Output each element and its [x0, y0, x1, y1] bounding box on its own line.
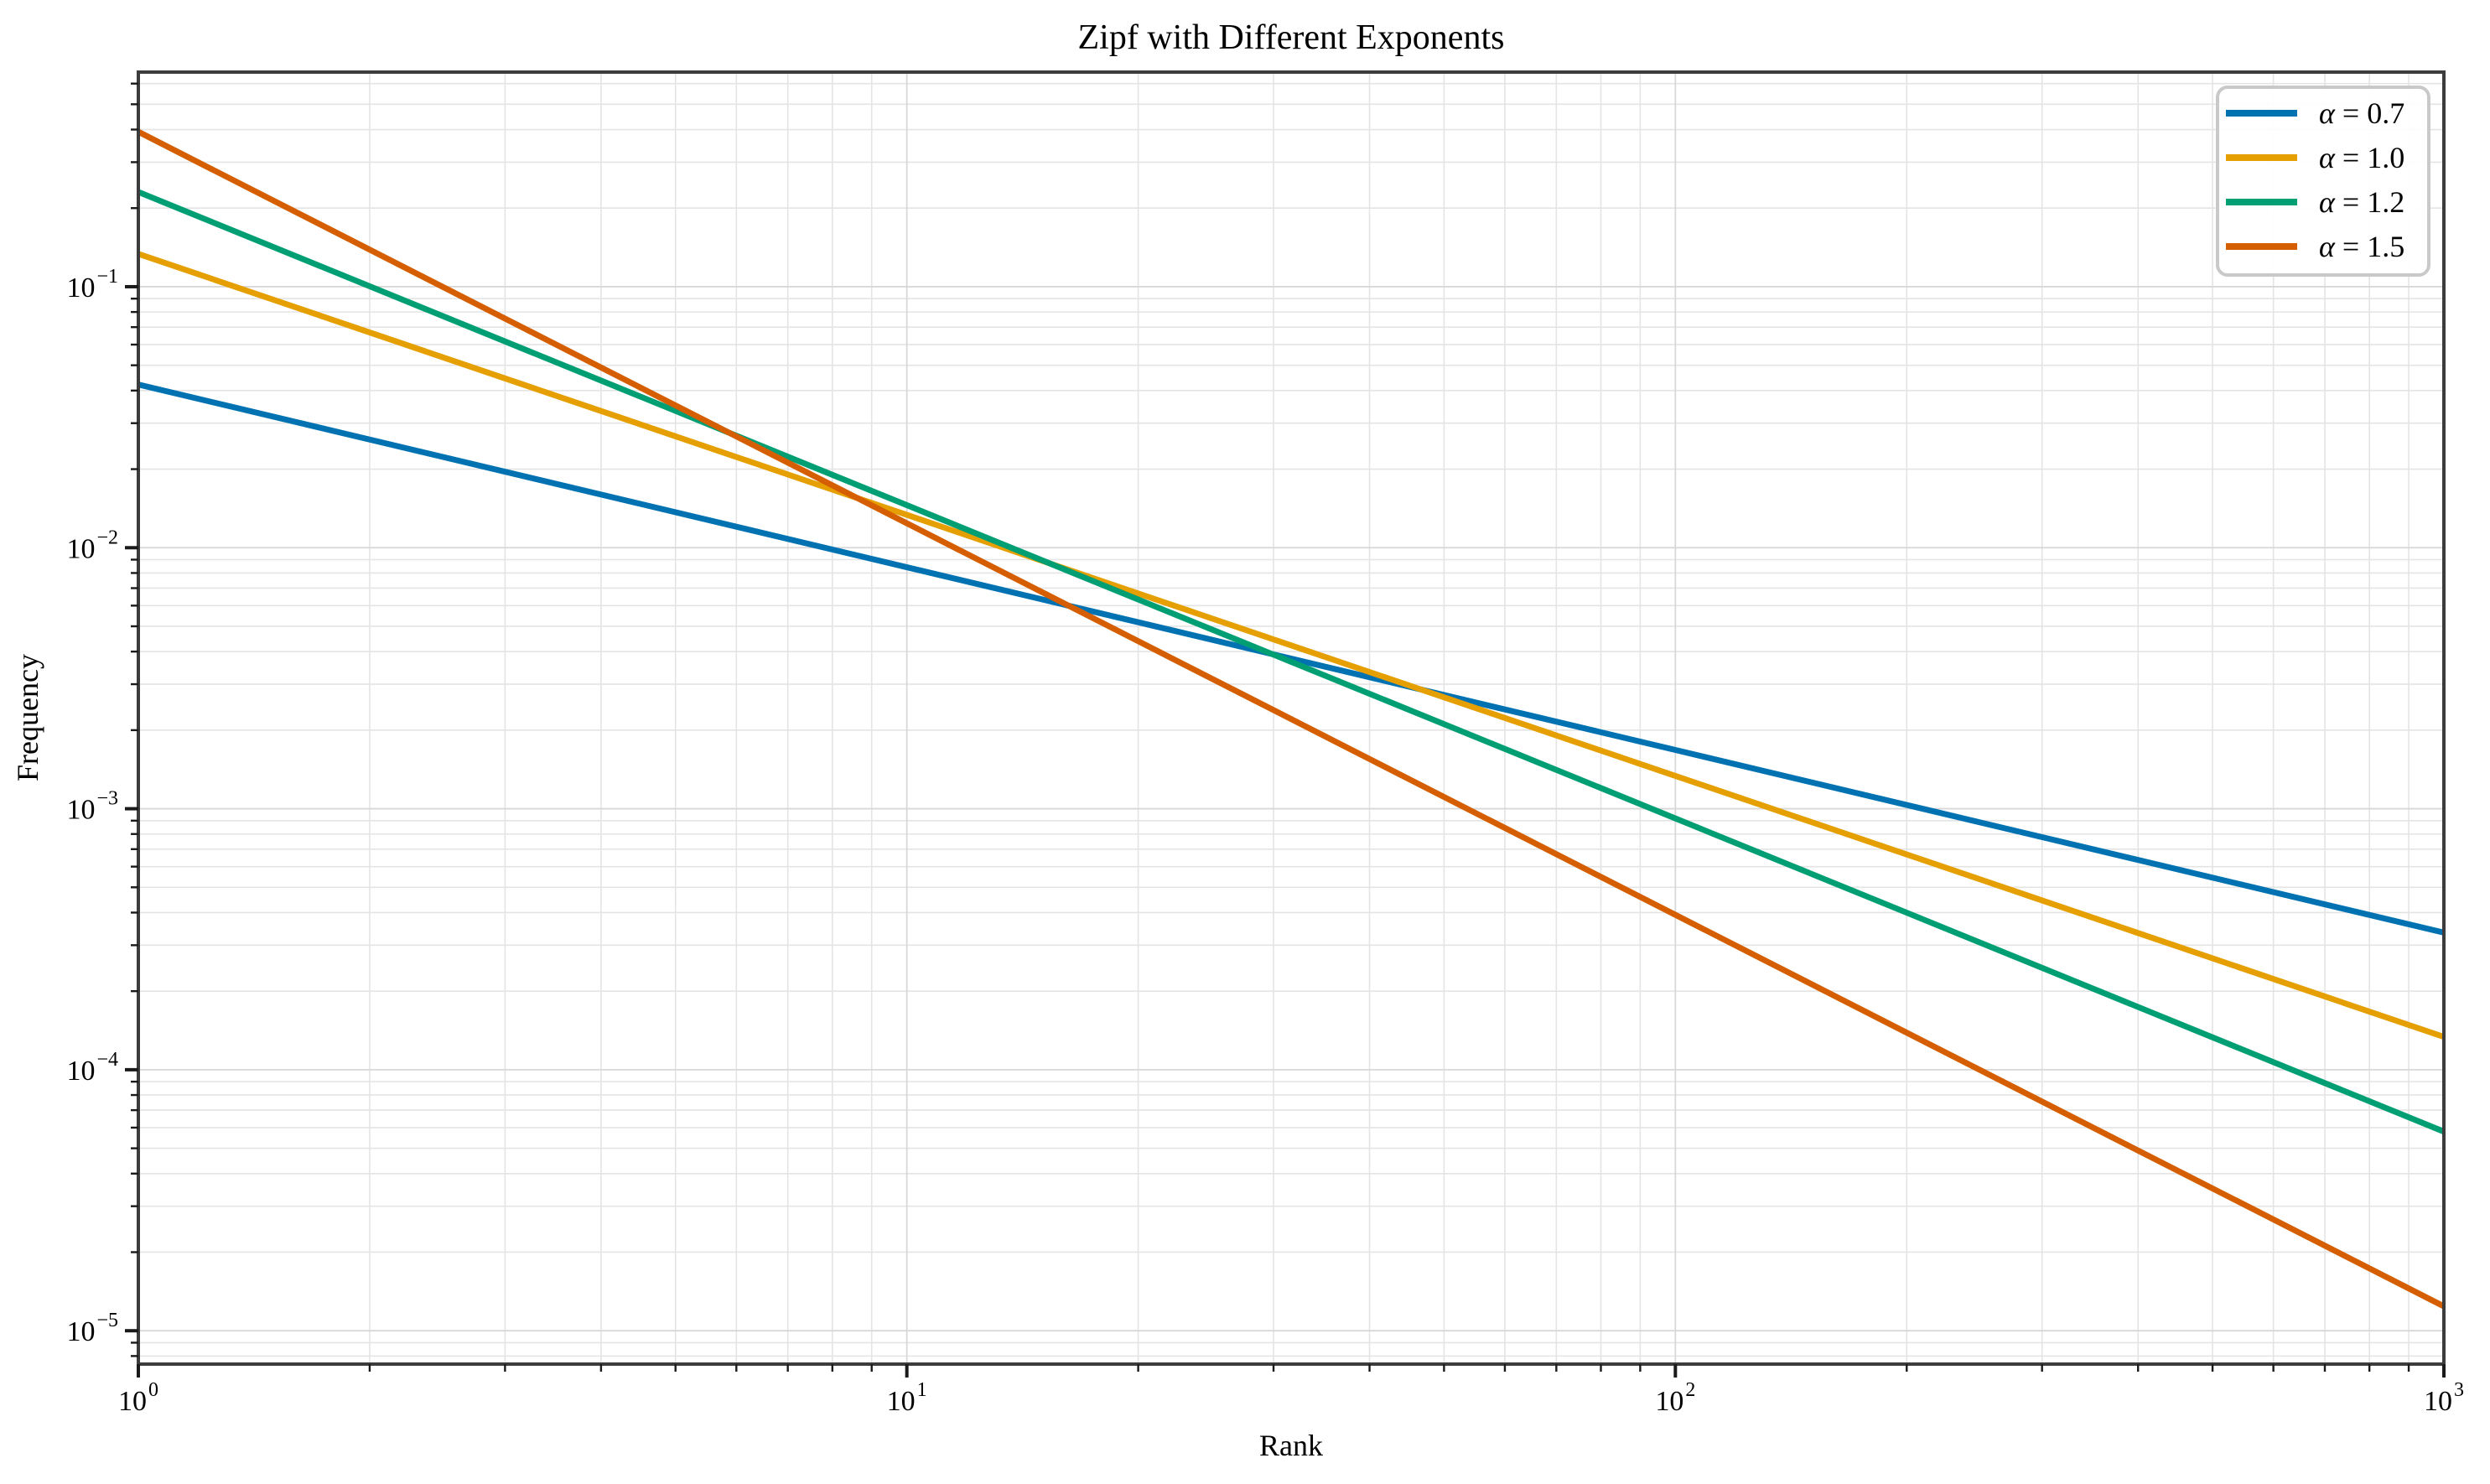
series-line-alpha-1.2	[138, 189, 2444, 1134]
x-axis-label: Rank	[1259, 1429, 1323, 1462]
legend-item: α = 1.2	[2226, 185, 2404, 219]
legend-box	[2216, 86, 2430, 277]
y-tick-label: 10−5	[66, 1310, 118, 1347]
legend-label: α = 1.0	[2319, 141, 2404, 174]
y-axis-label: Frequency	[11, 654, 44, 781]
axis-ticks	[125, 82, 2446, 1378]
y-tick-label: 10−2	[66, 527, 118, 564]
x-tick-label: 102	[1655, 1379, 1695, 1417]
series-line-alpha-1	[138, 251, 2444, 1040]
x-tick-label: 103	[2424, 1379, 2464, 1417]
y-tick-label: 10−3	[66, 788, 118, 826]
legend: α = 0.7 α = 1.0 α = 1.2 α = 1.5	[2216, 86, 2430, 277]
legend-item: α = 1.0	[2226, 141, 2404, 174]
series-line-alpha-0.7	[138, 381, 2444, 936]
legend-item: α = 0.7	[2226, 96, 2404, 130]
axis-tick-labels: 100 101 102 103 10−1 10−2 10−3 10−4 10−5	[66, 266, 2464, 1417]
legend-label: α = 1.5	[2319, 230, 2404, 263]
legend-label: α = 1.2	[2319, 185, 2404, 219]
y-tick-label: 10−4	[66, 1049, 118, 1087]
legend-label: α = 0.7	[2319, 96, 2404, 130]
x-tick-label: 101	[887, 1379, 927, 1417]
chart-title: Zipf with Different Exponents	[1078, 18, 1505, 57]
x-tick-label: 100	[118, 1379, 158, 1417]
series-line-alpha-1.5	[138, 129, 2444, 1310]
y-tick-label: 10−1	[66, 266, 118, 304]
legend-item: α = 1.5	[2226, 230, 2404, 263]
axes-spines	[137, 70, 2446, 1366]
series-lines	[138, 129, 2444, 1310]
plot-border	[137, 70, 2446, 1366]
